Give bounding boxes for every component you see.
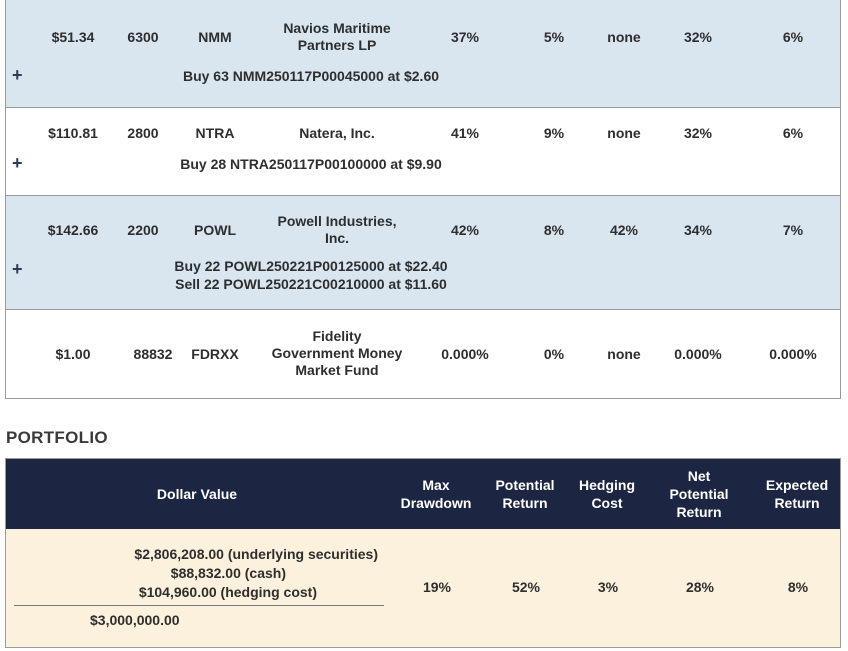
ticker: NTRA xyxy=(195,125,235,141)
shares: 2200 xyxy=(127,222,159,238)
expand-plus-icon[interactable]: + xyxy=(12,153,23,173)
expand-plus-icon[interactable]: + xyxy=(12,259,23,279)
position-row-fdrxx: $1.00 88832 FDRXX Fidelity Government Mo… xyxy=(6,310,840,398)
potential-return: 0% xyxy=(543,346,565,362)
portfolio-potential-return: 52% xyxy=(511,579,541,595)
header-line: Drawdown xyxy=(400,495,472,511)
max-drawdown: 42% xyxy=(450,222,480,238)
company-name-line: Natera, Inc. xyxy=(299,125,375,141)
row-divider xyxy=(6,107,840,108)
portfolio-net-potential-return: 28% xyxy=(685,579,715,595)
net-potential-return: 34% xyxy=(683,222,713,238)
sum-divider xyxy=(14,605,384,606)
company-name: Natera, Inc. xyxy=(254,125,420,142)
portfolio-heading: PORTFOLIO xyxy=(6,428,108,447)
position-row-powl: $142.66 2200 POWL Powell Industries, Inc… xyxy=(6,196,840,310)
ticker: FDRXX xyxy=(191,346,239,362)
positions-table: $51.34 6300 NMM Navios Maritime Partners… xyxy=(5,0,841,399)
option-trades: Buy 63 NMM250117P00045000 at $2.60 xyxy=(6,67,616,85)
portfolio-summary-table: Dollar Value Max Drawdown Potential Retu… xyxy=(5,458,841,648)
header-line: Potential xyxy=(495,477,555,493)
expected-return: 0.000% xyxy=(769,346,817,362)
expected-return: 7% xyxy=(782,222,804,238)
header-dollar-value: Dollar Value xyxy=(156,486,238,502)
option-trades: Buy 28 NTRA250117P00100000 at $9.90 xyxy=(6,155,616,173)
header-net-potential-return: Net Potential Return xyxy=(656,467,742,521)
portfolio-values-row: $2,806,208.00 (underlying securities) $8… xyxy=(6,529,840,647)
company-name-line: Government Money xyxy=(271,345,403,361)
shares: 6300 xyxy=(127,29,159,45)
max-drawdown: 41% xyxy=(450,125,480,141)
portfolio-max-drawdown: 19% xyxy=(422,579,452,595)
shares: 2800 xyxy=(127,125,159,141)
max-drawdown: 37% xyxy=(450,29,480,45)
company-name-line: Partners LP xyxy=(297,37,377,53)
expand-plus-icon[interactable]: + xyxy=(12,65,23,85)
header-hedging-cost: Hedging Cost xyxy=(568,476,646,512)
header-line: Net xyxy=(687,468,711,484)
header-potential-return: Potential Return xyxy=(486,476,564,512)
company-name-line: Navios Maritime xyxy=(283,20,391,36)
max-drawdown: 0.000% xyxy=(441,346,489,362)
header-expected-return: Expected Return xyxy=(754,476,840,512)
option-trade-line: Buy 63 NMM250117P00045000 at $2.60 xyxy=(182,68,440,84)
net-potential-return: 0.000% xyxy=(674,346,722,362)
price: $142.66 xyxy=(47,222,99,238)
ticker: POWL xyxy=(194,222,236,238)
portfolio-header-row: Dollar Value Max Drawdown Potential Retu… xyxy=(6,459,840,529)
price: $51.34 xyxy=(51,29,95,45)
company-name-line: Powell Industries, xyxy=(277,213,397,229)
company-name: Powell Industries, Inc. xyxy=(254,213,420,247)
header-line: Return xyxy=(676,504,722,520)
potential-return: 5% xyxy=(543,29,565,45)
position-row-ntra: $110.81 2800 NTRA Natera, Inc. 41% 9% no… xyxy=(6,108,840,196)
expected-return: 6% xyxy=(782,29,804,45)
header-max-drawdown: Max Drawdown xyxy=(390,476,482,512)
dollar-value-hedging: $104,960.00 (hedging cost) xyxy=(138,584,317,600)
expected-return: 6% xyxy=(782,125,804,141)
option-trade-line: Sell 22 POWL250221C00210000 at $11.60 xyxy=(175,276,447,292)
hedging-cost: none xyxy=(607,29,641,45)
price: $1.00 xyxy=(55,346,91,362)
header-line: Return xyxy=(774,495,820,511)
hedging-cost: 42% xyxy=(609,222,639,238)
option-trade-line: Buy 28 NTRA250117P00100000 at $9.90 xyxy=(180,156,442,172)
dollar-value-cash: $88,832.00 (cash) xyxy=(170,565,286,581)
option-trade-line: Buy 22 POWL250221P00125000 at $22.40 xyxy=(174,258,448,274)
option-trades: Buy 22 POWL250221P00125000 at $22.40 Sel… xyxy=(6,257,616,293)
company-name: Navios Maritime Partners LP xyxy=(254,20,420,54)
company-name-line: Market Fund xyxy=(295,362,379,378)
header-line: Cost xyxy=(591,495,623,511)
potential-return: 9% xyxy=(543,125,565,141)
hedging-cost: none xyxy=(607,346,641,362)
row-divider xyxy=(6,309,840,310)
ticker: NMM xyxy=(198,29,232,45)
header-line: Max xyxy=(422,477,450,493)
net-potential-return: 32% xyxy=(683,29,713,45)
dollar-value-underlying: $2,806,208.00 (underlying securities) xyxy=(134,546,378,562)
company-name: Fidelity Government Money Market Fund xyxy=(254,328,420,379)
company-name-line: Fidelity xyxy=(312,328,362,344)
header-line: Hedging xyxy=(579,477,635,493)
portfolio-expected-return: 8% xyxy=(787,579,809,595)
shares: 88832 xyxy=(133,346,173,362)
company-name-line: Inc. xyxy=(324,230,350,246)
header-line: Return xyxy=(502,495,548,511)
portfolio-hedging-cost: 3% xyxy=(597,579,619,595)
hedging-cost: none xyxy=(607,125,641,141)
net-potential-return: 32% xyxy=(683,125,713,141)
dollar-value-total: $3,000,000.00 xyxy=(90,612,180,628)
row-divider xyxy=(6,195,840,196)
header-line: Expected xyxy=(765,477,829,493)
potential-return: 8% xyxy=(543,222,565,238)
position-row-nmm: $51.34 6300 NMM Navios Maritime Partners… xyxy=(6,0,840,108)
price: $110.81 xyxy=(48,125,98,141)
header-line: Potential xyxy=(669,486,729,502)
